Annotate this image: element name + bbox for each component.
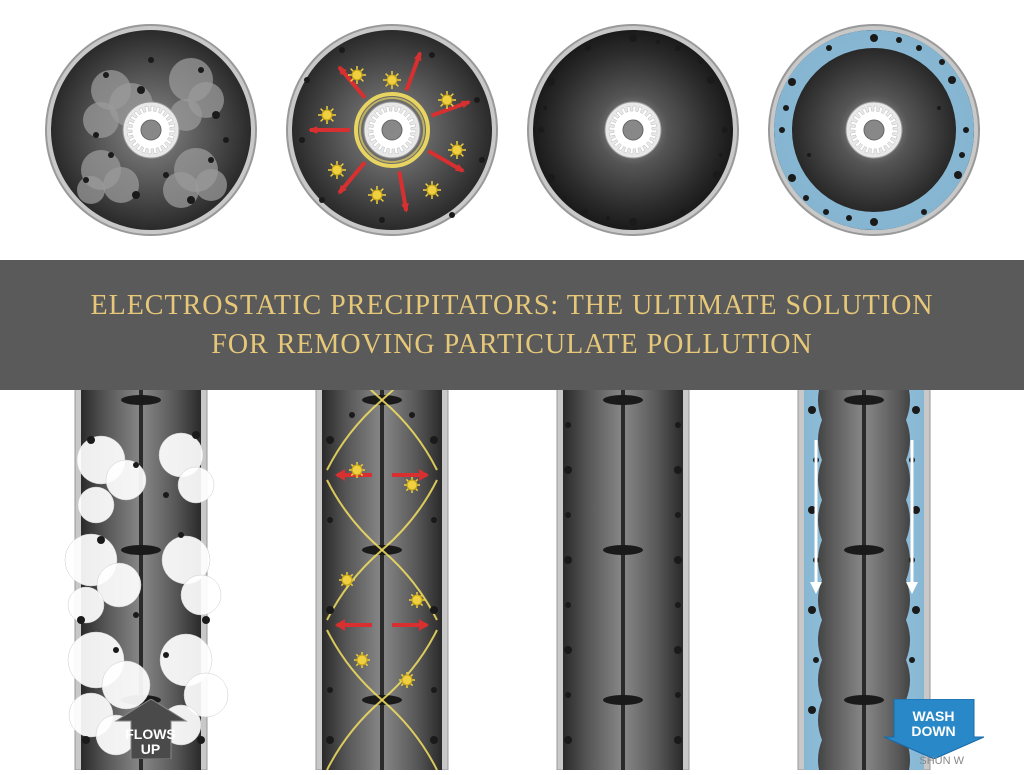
circle-stage-2 xyxy=(282,20,502,240)
credit-text: SHUN W xyxy=(919,755,964,767)
diagram-container: FLOWSUP WASHDOWN Electrostatic Precipita… xyxy=(0,0,1024,770)
circle-stage-4 xyxy=(764,20,984,240)
wash-down-label: WASHDOWN xyxy=(874,699,994,762)
title-text: Electrostatic Precipitators: The Ultimat… xyxy=(60,286,964,364)
top-circles-row xyxy=(0,0,1024,260)
circle-stage-1 xyxy=(41,20,261,240)
flows-up-label: FLOWSUP xyxy=(101,699,201,762)
circle-stage-3 xyxy=(523,20,743,240)
title-band: Electrostatic Precipitators: The Ultimat… xyxy=(0,260,1024,390)
